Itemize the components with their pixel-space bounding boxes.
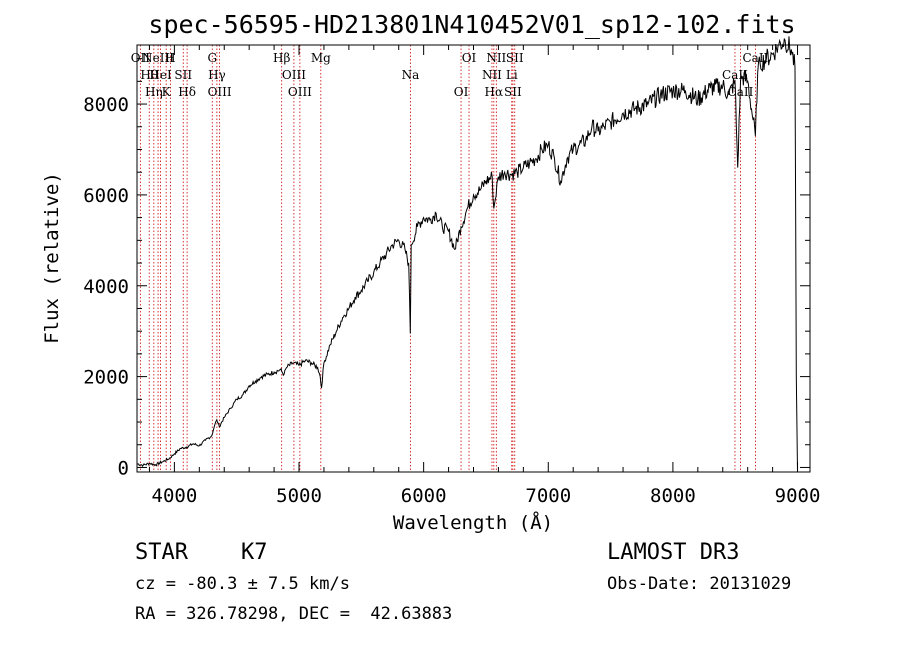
chart-title: spec-56595-HD213801N410452V01_sp12-102.f… [148, 10, 795, 39]
object-class: STAR K7 [135, 540, 268, 565]
y-tick-label: 2000 [83, 367, 129, 389]
x-tick-label: 7000 [525, 485, 571, 507]
y-axis-ticks: 0 2000 4000 6000 8000 [83, 58, 810, 479]
line-marker-label: Na [402, 68, 420, 82]
line-marker-label: K [162, 85, 172, 99]
x-tick-label: 8000 [650, 485, 696, 507]
line-marker-label: OII [131, 51, 151, 65]
line-marker-label: CaII [722, 68, 748, 82]
line-marker-label: G [207, 51, 217, 65]
line-marker-label: OI [462, 51, 477, 65]
line-marker-label: OI [454, 85, 469, 99]
flux-series-line [136, 36, 798, 473]
line-marker-label: NII [482, 68, 502, 82]
y-axis-label: Flux (relative) [41, 172, 63, 344]
line-marker-label: CaII [742, 51, 768, 65]
redshift-cz: cz = -80.3 ± 7.5 km/s [135, 574, 350, 594]
observation-date: Obs-Date: 20131029 [607, 574, 792, 594]
x-tick-label: 9000 [775, 485, 821, 507]
x-tick-label: 5000 [276, 485, 322, 507]
line-marker-label: NeIII [142, 51, 174, 65]
line-marker-label: Hθ [140, 68, 158, 82]
y-tick-label: 0 [118, 457, 129, 479]
line-marker-label: Hα [485, 85, 504, 99]
line-marker-label: H [165, 51, 175, 65]
y-tick-label: 8000 [83, 94, 129, 116]
line-marker-label: SII [504, 85, 522, 99]
line-marker-label: Hδ [178, 85, 196, 99]
line-marker-labels: OII Hθ Hη NeIII HeI K H SII Hδ G Hγ OIII Hβ OIII OIII M… [131, 51, 769, 99]
line-marker-label: Hγ [208, 68, 226, 82]
line-markers [139, 45, 756, 472]
line-marker-label: OIII [288, 85, 312, 99]
line-marker-label: Hη [145, 85, 163, 99]
line-marker-label: Li [506, 68, 518, 82]
y-tick-label: 4000 [83, 276, 129, 298]
line-marker-label: OIII [208, 85, 232, 99]
y-tick-label: 6000 [83, 185, 129, 207]
line-marker-label: Hβ [273, 51, 290, 65]
plot-frame [136, 44, 811, 473]
x-axis-ticks: 4000 5000 6000 7000 8000 9000 [148, 45, 821, 507]
line-marker-label: HeI [149, 68, 172, 82]
line-marker-label: NII [486, 51, 506, 65]
ra-dec-coordinates: RA = 326.78298, DEC = 42.63883 [135, 604, 453, 624]
x-axis-label: Wavelength (Å) [393, 511, 553, 534]
line-marker-label: SII [174, 68, 192, 82]
x-tick-label: 6000 [401, 485, 447, 507]
line-marker-label: OIII [282, 68, 306, 82]
survey-name: LAMOST DR3 [607, 540, 740, 565]
line-marker-label: SII [506, 51, 524, 65]
x-tick-label: 4000 [152, 485, 198, 507]
line-marker-label: Mg [311, 51, 331, 65]
